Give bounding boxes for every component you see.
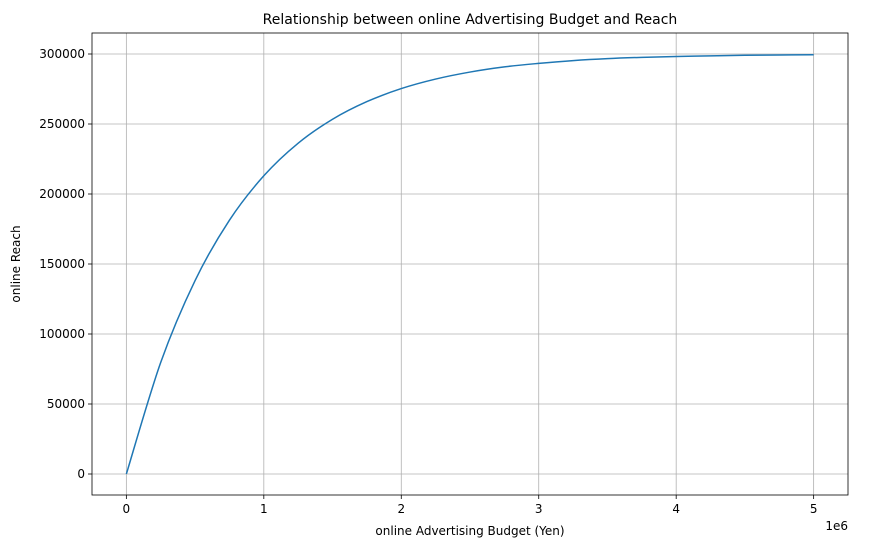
x-tick-label: 0 — [123, 502, 131, 516]
y-tick-label: 200000 — [39, 187, 85, 201]
x-axis: 0 1 2 3 4 5 — [123, 495, 818, 516]
y-axis-label: online Reach — [9, 225, 23, 302]
y-tick-label: 0 — [77, 467, 85, 481]
x-tick-label: 5 — [810, 502, 818, 516]
x-axis-offset-label: 1e6 — [825, 519, 848, 533]
x-tick-label: 3 — [535, 502, 543, 516]
x-tick-label: 2 — [397, 502, 405, 516]
y-axis: 0 50000 100000 150000 200000 250000 300000 — [39, 47, 92, 481]
x-tick-label: 1 — [260, 502, 268, 516]
y-tick-label: 250000 — [39, 117, 85, 131]
series-line — [125, 53, 814, 475]
x-axis-label: online Advertising Budget (Yen) — [375, 524, 564, 538]
y-tick-label: 150000 — [39, 257, 85, 271]
chart-title: Relationship between online Advertising … — [263, 12, 678, 28]
y-tick-label: 50000 — [47, 397, 85, 411]
x-tick-label: 4 — [672, 502, 680, 516]
series-layer — [125, 53, 814, 475]
grid — [92, 33, 848, 495]
y-tick-label: 300000 — [39, 47, 85, 61]
y-tick-label: 100000 — [39, 327, 85, 341]
